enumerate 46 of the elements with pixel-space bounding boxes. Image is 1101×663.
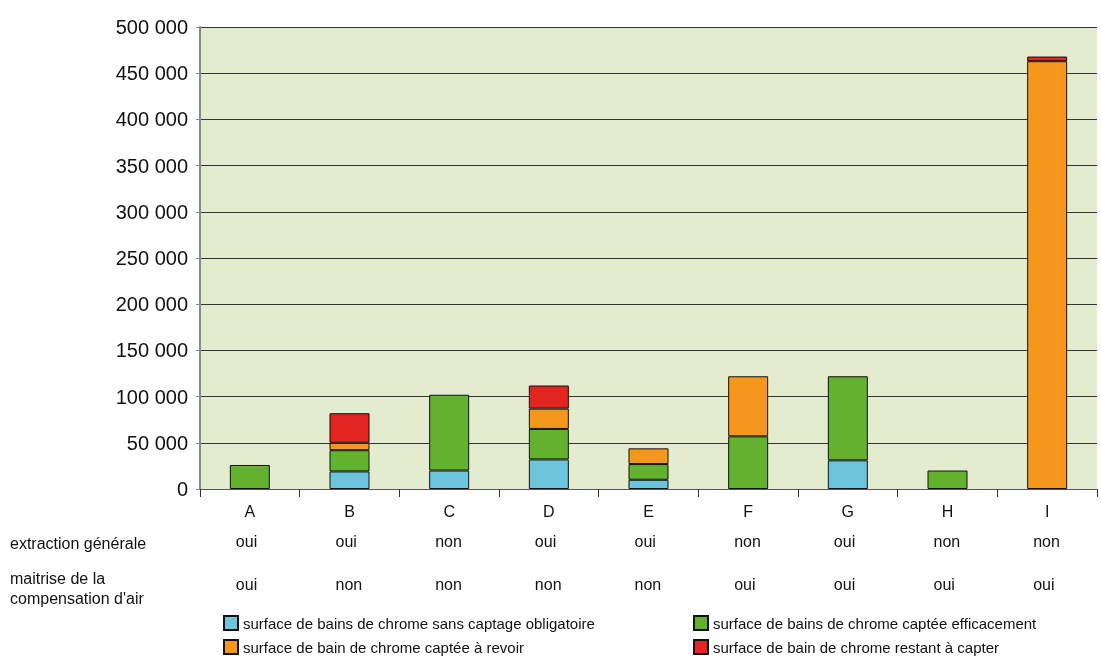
x-tick-label: E [643,502,654,520]
text: oui [1033,575,1055,593]
text: oui [235,575,258,593]
text: maitrise de la compensation d'air [10,569,145,607]
bar [229,464,270,489]
x-tick-label: D [543,502,555,520]
y-tick-label: 200 000 [115,293,188,316]
y-tick-label: 250 000 [115,247,188,269]
text: non [734,532,761,550]
y-tick-label: 0 [176,478,188,500]
text: non [435,575,462,593]
legend-label: surface de bain de chrome captée à revoir [243,638,524,656]
y-tick-label: 150 000 [115,339,188,362]
y-tick-label: 50 000 [126,431,188,454]
text: oui [335,532,357,550]
x-tick-label: H [941,502,954,520]
y-tick-label: 400 000 [115,108,188,131]
text: oui [235,532,258,550]
x-tick-label: F [743,502,754,520]
x-tick-label: B [344,502,355,520]
text: oui [933,575,955,593]
text: non [1033,532,1060,550]
legend-label: surface de bains de chrome sans captage obligatoire [243,614,595,632]
x-tick-label: A [244,502,256,520]
text: non [435,532,462,550]
text: non [634,575,662,593]
legend-label: surface de bains de chrome captée efficacement [713,614,1038,632]
text: non [933,532,961,550]
y-tick-label: 450 000 [115,62,188,85]
x-tick-label: I [1044,502,1050,520]
text: oui [734,575,756,593]
text: oui [833,532,856,550]
legend-label: surface de bain de chrome restant à capter [713,638,999,656]
x-tick-label: C [443,502,455,520]
y-tick-label: 350 000 [115,154,188,177]
text: oui [833,575,856,593]
x-tick-label: G [841,502,855,520]
text: oui [634,532,656,550]
text: non [534,575,562,593]
bar [927,470,968,489]
text: extraction générale [10,534,147,552]
y-tick-label: 100 000 [115,385,188,408]
text: oui [534,532,557,550]
y-tick-label: 300 000 [115,200,188,223]
y-tick-label: 500 000 [115,16,188,38]
text: non [335,575,363,593]
